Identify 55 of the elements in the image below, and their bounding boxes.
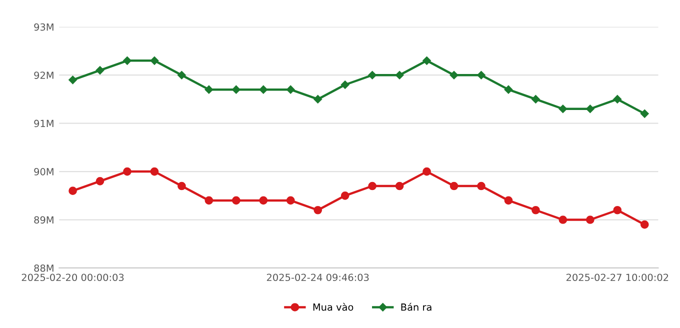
point [477,70,486,80]
point [314,206,322,214]
point [96,177,104,186]
point [422,56,431,65]
point [68,76,77,84]
point [340,80,350,89]
point [586,104,594,113]
point [395,70,404,80]
y-tick-label: 91M [34,120,54,128]
point [613,95,622,104]
point [232,196,240,205]
point [558,216,568,224]
point [450,182,458,190]
point [340,191,350,200]
point [96,66,104,74]
point [123,56,132,65]
y-tick-label: 92M [34,72,54,79]
point [178,182,186,190]
x-tick-label: 2025-02-24 09:46:03 [266,274,369,282]
point [368,182,376,190]
point [286,85,295,94]
point [123,167,132,176]
point [259,85,268,94]
point [422,167,431,176]
point [586,216,594,224]
legend-label: Mua vào [313,302,354,311]
point [504,85,513,94]
x-tick-label: 2025-02-27 10:00:02 [566,274,668,282]
point [150,56,159,65]
y-tick-label: 90M [34,168,54,176]
point [314,95,322,104]
point [640,220,649,229]
point [150,167,159,176]
x-tick-label: 2025-02-20 00:00:03 [22,274,124,282]
point [204,85,214,94]
point [178,70,186,80]
y-tick-label: 88M [34,264,54,272]
point [477,182,486,190]
y-tick-label: 93M [34,23,54,31]
point [395,182,404,190]
point [532,206,540,214]
point [286,196,295,205]
point [504,196,513,205]
point [232,85,240,94]
y-tick-label: 89M [34,216,54,224]
point [68,186,77,195]
point [558,104,568,113]
point [640,110,649,118]
point [450,70,458,80]
point [613,206,622,214]
point [259,196,268,205]
point [204,196,214,205]
point [368,70,376,80]
point [532,95,540,104]
legend-label: Bán ra [401,302,432,311]
